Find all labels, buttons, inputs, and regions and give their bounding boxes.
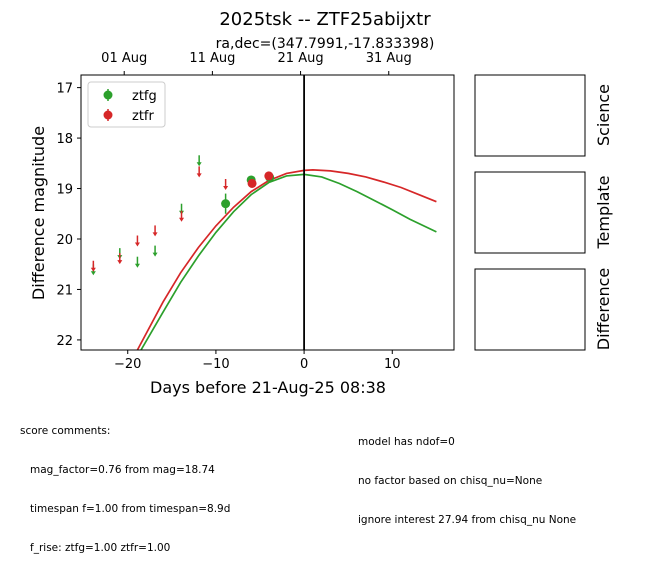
image-panel-label: Template: [594, 175, 613, 249]
score-comments-line: mag_factor=0.76 from mag=18.74: [20, 464, 215, 476]
model-comments-line: model has ndof=0: [358, 436, 455, 448]
ztfr-upper-limit: [134, 235, 140, 247]
score-comments-line: timespan f=1.00 from timespan=8.9d: [20, 503, 231, 515]
y-axis-label: Difference magnitude: [29, 126, 48, 300]
ztfg-upper-limit: [196, 155, 202, 167]
legend-marker: [103, 110, 113, 120]
image-panel-frame: [474, 171, 586, 254]
legend-entry-ztfg: ztfg: [103, 89, 157, 104]
top-tick-label: 31 Aug: [366, 51, 412, 66]
y-tick-label: 20: [56, 233, 73, 248]
ztfr-detection: [247, 178, 257, 188]
legend-label: ztfg: [132, 89, 157, 104]
y-tick-label: 22: [56, 334, 73, 349]
x-axis-label: Days before 21-Aug-25 08:38: [150, 378, 386, 397]
plot-frame: [80, 74, 455, 351]
image-panel-label: Science: [594, 84, 613, 146]
top-tick-label: 21 Aug: [278, 51, 324, 66]
image-panels: Science Template Difference: [474, 74, 613, 351]
ztfr-upper-limit: [152, 225, 158, 237]
ztfg-upper-limit: [152, 245, 158, 257]
ztfr-upper-limit: [90, 260, 96, 272]
x-tick-label: −10: [202, 357, 229, 372]
legend: ztfg ztfr: [87, 81, 166, 128]
ztfg-model-curve: [140, 173, 437, 350]
ztfr-upper-limit: [117, 253, 123, 265]
model-comments-line: ignore interest 27.94 from chisq_nu None: [358, 514, 577, 526]
ztfg-upper-limit: [134, 256, 140, 268]
model-comments: model has ndof=0 no factor based on chis…: [358, 410, 576, 540]
y-tick-label: 18: [56, 132, 73, 147]
image-panel-difference: Difference: [474, 268, 613, 351]
legend-label: ztfr: [132, 109, 154, 124]
ztfr-upper-limit: [196, 166, 202, 178]
legend-entry-ztfr: ztfr: [103, 109, 154, 124]
image-panel-frame: [474, 74, 586, 157]
ztfr-detection: [264, 171, 274, 181]
ztfr-upper-limit: [179, 210, 185, 222]
image-panel-label: Difference: [594, 268, 613, 350]
y-tick-label: 17: [56, 82, 73, 97]
x-tick-label: −20: [114, 357, 141, 372]
lightcurve-figure: 2025tsk -- ZTF25abijxtr ra,dec=(347.7991…: [29, 9, 613, 397]
y-tick-label: 21: [56, 283, 73, 298]
image-panel-science: Science: [474, 74, 613, 157]
y-tick-label: 19: [56, 183, 73, 198]
chart-title: 2025tsk -- ZTF25abijxtr: [219, 9, 431, 30]
score-comments-line: f_rise: ztfg=1.00 ztfr=1.00: [20, 542, 171, 554]
legend-marker: [103, 90, 113, 100]
plot-area: −20 −10 0 10 17 18 19 20 21 22 01 Aug 11 Aug 21 Aug 3…: [56, 51, 455, 372]
ztfg-detection: [221, 193, 231, 214]
top-tick-label: 01 Aug: [101, 51, 147, 66]
chart-subtitle: ra,dec=(347.7991,-17.833398): [216, 36, 435, 52]
score-comments-line: score comments:: [20, 425, 111, 437]
image-panel-template: Template: [474, 171, 613, 254]
ztfr-upper-limit: [223, 179, 229, 190]
ztfr-model-curve: [136, 169, 437, 350]
model-comments-line: no factor based on chisq_nu=None: [358, 475, 543, 487]
x-tick-label: 10: [384, 357, 401, 372]
image-panel-frame: [474, 268, 586, 351]
x-tick-label: 0: [300, 357, 308, 372]
score-comments: score comments: mag_factor=0.76 from mag…: [20, 399, 230, 568]
top-tick-label: 11 Aug: [189, 51, 235, 66]
